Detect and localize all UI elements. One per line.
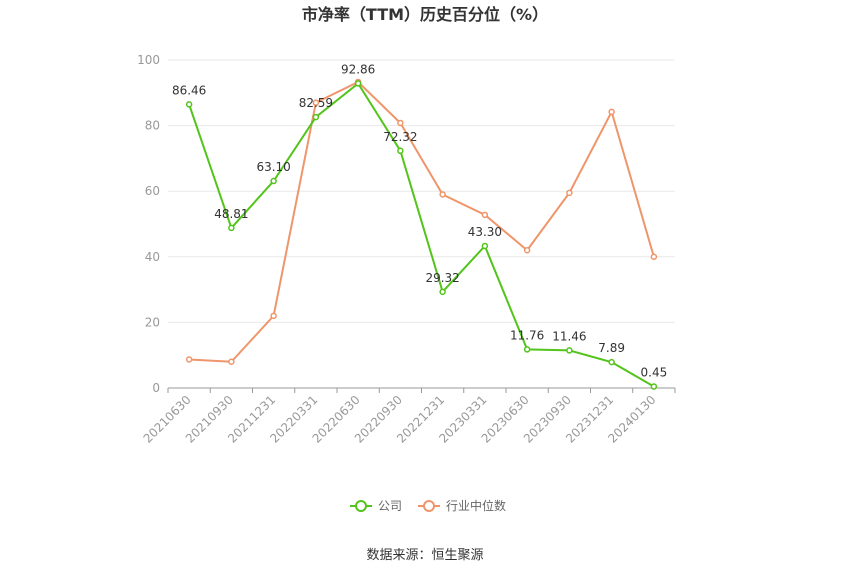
data-label: 92.86 (341, 62, 375, 76)
series-line-industry-median (189, 80, 655, 363)
legend-marker-icon (355, 500, 367, 512)
x-axis: 2021063020210930202112312022033120220630… (141, 387, 676, 446)
legend-marker-icon (423, 500, 435, 512)
legend-item-industry-median[interactable]: 行业中位数 (418, 498, 506, 513)
data-point[interactable] (566, 347, 573, 354)
data-point[interactable] (523, 346, 531, 353)
data-label: 72.32 (383, 130, 417, 144)
data-point[interactable] (439, 288, 446, 296)
y-tick-label: 60 (145, 184, 160, 198)
data-point[interactable] (312, 113, 320, 121)
data-point[interactable] (481, 242, 489, 250)
legend-item-company[interactable]: 公司 (350, 499, 402, 513)
data-point[interactable] (650, 253, 658, 261)
data-point[interactable] (270, 177, 277, 185)
data-point[interactable] (354, 80, 362, 87)
data-label: 82.59 (299, 96, 333, 110)
data-label: 11.76 (510, 328, 544, 342)
data-point[interactable] (439, 191, 446, 198)
y-tick-label: 40 (145, 250, 160, 264)
data-point[interactable] (185, 101, 193, 108)
data-point[interactable] (481, 211, 489, 219)
legend-label: 公司 (378, 499, 402, 513)
legend[interactable]: 公司 行业中位数 (350, 498, 506, 513)
data-point[interactable] (185, 356, 193, 363)
data-point[interactable] (397, 147, 404, 155)
data-point[interactable] (228, 358, 235, 366)
y-tick-label: 80 (145, 119, 160, 133)
series-layer (185, 78, 658, 390)
data-point[interactable] (270, 312, 277, 320)
data-point[interactable] (650, 383, 658, 390)
data-label: 29.32 (425, 271, 459, 285)
series-line-company (188, 81, 655, 388)
data-point[interactable] (523, 246, 531, 254)
y-tick-label: 20 (145, 315, 160, 329)
data-point[interactable] (566, 189, 573, 197)
data-point[interactable] (608, 108, 615, 116)
data-label: 11.46 (552, 329, 586, 343)
data-label: 48.81 (214, 207, 248, 221)
chart-title: 市净率（TTM）历史百分位（%） (302, 5, 548, 24)
source-note: 数据来源：恒生聚源 (366, 548, 483, 563)
y-tick-label: 100 (137, 53, 160, 67)
data-label: 86.46 (172, 83, 206, 97)
data-point[interactable] (608, 358, 615, 366)
y-axis: 0 20 40 60 80 100 (137, 53, 160, 395)
data-label: 63.10 (256, 160, 290, 174)
data-point[interactable] (312, 99, 320, 106)
data-point[interactable] (228, 224, 235, 232)
y-tick-label: 0 (152, 381, 160, 395)
data-label: 43.30 (468, 225, 502, 239)
data-label: 7.89 (598, 341, 625, 355)
data-labels: 86.46 48.81 63.10 82.59 92.86 72.32 29.32 43.30… (172, 62, 667, 379)
grid-lines (168, 59, 675, 323)
data-point[interactable] (397, 119, 404, 127)
legend-label: 行业中位数 (446, 498, 506, 513)
data-label: 0.45 (641, 366, 668, 380)
